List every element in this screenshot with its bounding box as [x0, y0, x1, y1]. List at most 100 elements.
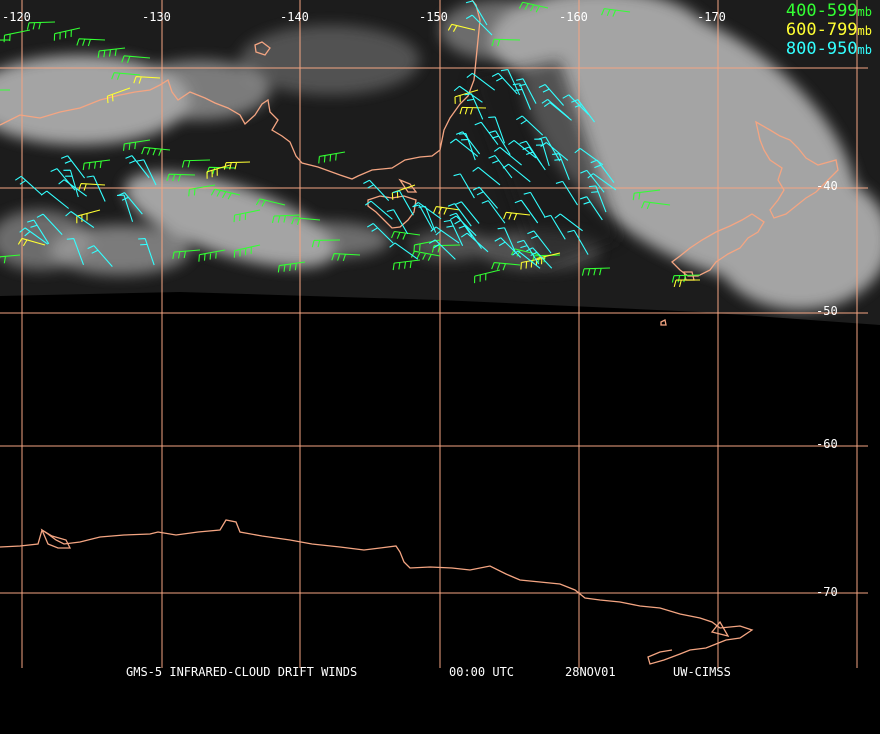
wind-barb	[188, 184, 216, 197]
wind-barb	[562, 94, 589, 115]
wind-barb	[466, 72, 496, 91]
caption-product: GMS-5 INFRARED-CLOUD DRIFT WINDS	[126, 665, 358, 679]
wind-barb	[527, 230, 552, 254]
wind-barb	[133, 76, 161, 84]
wind-barb	[17, 237, 46, 247]
wind-barb	[78, 182, 106, 191]
wind-barb	[172, 249, 201, 259]
wind-barb	[455, 131, 481, 155]
wind-barb	[465, 14, 493, 36]
wind-barb	[19, 227, 49, 245]
legend-item-600-799: 600-799mb	[785, 20, 872, 40]
wind-barb	[386, 209, 409, 235]
wind-barb	[474, 121, 499, 146]
wind-barb	[588, 185, 607, 213]
wind-barb	[449, 215, 477, 237]
image-caption: GMS-5 INFRARED-CLOUD DRIFT WINDS 00:00 U…	[0, 664, 880, 680]
wind-barb	[291, 217, 321, 225]
wind-barb	[491, 261, 521, 271]
wind-barb	[410, 250, 441, 261]
longitude-label: -170	[697, 10, 726, 24]
wind-barb	[412, 202, 442, 220]
wind-barb	[60, 155, 86, 179]
latitude-label: -50	[816, 304, 838, 318]
caption-time: 00:00 UTC	[449, 665, 515, 679]
wind-barb	[392, 259, 421, 271]
wind-barb	[53, 27, 81, 41]
wind-barb	[389, 242, 419, 260]
wind-barb	[364, 200, 393, 220]
wind-barb	[458, 225, 483, 249]
longitude-label: -160	[559, 10, 588, 24]
wind-barb	[318, 151, 346, 164]
wind-barb	[181, 159, 211, 168]
graticule	[0, 0, 868, 668]
wind-barb	[472, 166, 501, 186]
antarctica-coastline	[0, 519, 754, 665]
wind-barb	[443, 219, 464, 246]
wind-barb	[538, 83, 565, 106]
wind-barb	[331, 253, 361, 262]
wind-barb	[447, 23, 476, 32]
wind-barb	[488, 116, 506, 144]
wind-barb	[428, 239, 456, 260]
latitude-label: -60	[816, 437, 838, 451]
wind-barb	[125, 155, 150, 179]
longitude-label: -140	[280, 10, 309, 24]
wind-barb	[15, 175, 43, 196]
wind-barb	[514, 199, 539, 224]
wind-barb	[122, 139, 151, 151]
longitude-label: -120	[2, 10, 31, 24]
wind-barb	[363, 179, 390, 201]
wind-barb	[516, 115, 544, 136]
wind-barb	[233, 244, 261, 258]
wind-barb	[0, 254, 21, 264]
wind-barb	[36, 213, 63, 236]
longitude-label: -150	[419, 10, 448, 24]
wind-barb	[567, 229, 589, 255]
legend-item-800-950: 800-950mb	[785, 39, 872, 59]
cloud-drift-wind-barbs	[0, 0, 701, 288]
wind-barb	[502, 163, 531, 183]
wind-barb	[459, 106, 487, 115]
wind-barb	[233, 209, 261, 223]
wind-barb	[82, 159, 111, 171]
wind-barb	[138, 237, 155, 266]
wind-barb	[449, 138, 479, 157]
wind-barb	[571, 99, 595, 123]
pressure-level-legend: 400-599mb 600-799mb 800-950mb	[786, 2, 872, 59]
wind-barb	[454, 89, 479, 104]
wind-barb	[554, 213, 583, 232]
wind-barb	[526, 247, 553, 269]
antarctica-coastline	[710, 620, 730, 638]
wind-barb	[491, 72, 518, 95]
caption-date: 28NOV01	[565, 665, 616, 679]
wind-barb	[500, 68, 521, 96]
wind-barb	[587, 173, 617, 191]
wind-barb	[449, 212, 473, 237]
wind-barb	[555, 180, 579, 206]
wind-barb	[26, 21, 56, 30]
wind-barb	[255, 198, 286, 207]
wind-barb	[65, 211, 95, 229]
wind-barb	[503, 211, 531, 221]
wind-barb	[430, 226, 460, 244]
wind-barb	[432, 205, 461, 215]
wind-barb	[458, 133, 476, 161]
new-zealand-north-island	[755, 120, 839, 219]
wind-barb	[531, 254, 561, 263]
wind-barb	[87, 245, 113, 268]
wind-barb	[543, 214, 566, 240]
longitude-label: -130	[142, 10, 171, 24]
wind-barb	[366, 223, 394, 244]
caption-source: UW-CIMSS	[673, 665, 731, 679]
wind-barb	[641, 201, 671, 210]
satellite-wind-map	[0, 0, 880, 668]
wind-barb	[493, 146, 522, 166]
wind-barb	[523, 191, 546, 217]
wind-barb	[106, 87, 131, 104]
wind-barb	[76, 209, 101, 224]
wind-barb	[543, 102, 572, 121]
wind-barb	[97, 47, 126, 58]
wind-barb	[673, 279, 701, 288]
